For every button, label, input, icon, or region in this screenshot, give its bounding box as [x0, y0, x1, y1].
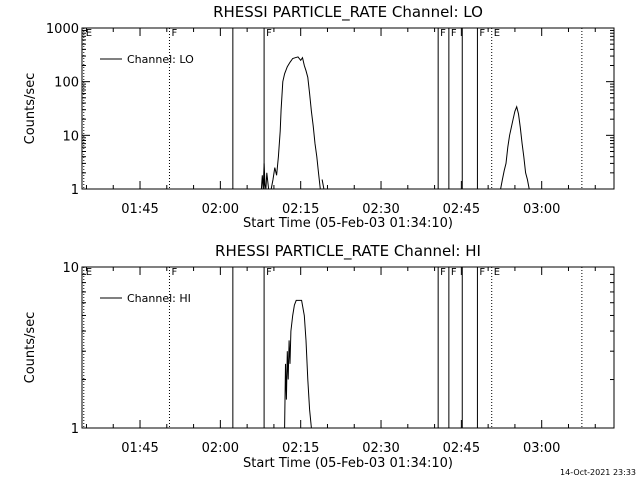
hi-flag-label: F: [440, 267, 446, 278]
lo-legend-label: Channel: LO: [127, 53, 194, 66]
lo-y-tick-label: 10: [62, 129, 79, 144]
lo-y-tick-label: 1000: [46, 22, 79, 37]
hi-x-tick-label: 03:00: [523, 441, 560, 456]
lo-x-tick-label: 02:00: [202, 202, 239, 217]
hi-x-tick-label: 01:45: [121, 441, 158, 456]
lo-x-tick-label: 02:45: [443, 202, 480, 217]
hi-legend-label: Channel: HI: [127, 292, 191, 305]
lo-flag-label: F: [440, 28, 446, 39]
lo-plot-frame: [81, 27, 615, 190]
lo-x-tick-label: 01:45: [121, 202, 158, 217]
lo-flag-label: F: [171, 28, 177, 39]
lo-series-line: [270, 56, 321, 190]
hi-flag-label: E: [86, 267, 92, 278]
lo-y-axis-label: Counts/sec: [23, 73, 38, 145]
footer-timestamp: 14-Oct-2021 23:33: [560, 468, 636, 477]
hi-y-tick-label: 1: [71, 422, 79, 437]
hi-x-axis-label: Start Time (05-Feb-03 01:34:10): [243, 456, 453, 471]
hi-y-tick-label: 10: [62, 261, 79, 276]
hi-flag-label: F: [451, 267, 457, 278]
hi-flag-label: F: [479, 267, 485, 278]
hi-x-tick-label: 02:45: [443, 441, 480, 456]
hi-chart-title: RHESSI PARTICLE_RATE Channel: HI: [215, 242, 481, 261]
lo-series-line: [260, 163, 270, 190]
hi-flag-label: F: [266, 267, 272, 278]
lo-x-tick-label: 02:30: [362, 202, 399, 217]
hi-x-tick-label: 02:15: [282, 441, 319, 456]
lo-flag-label: F: [479, 28, 485, 39]
hi-y-axis-label: Counts/sec: [23, 312, 38, 384]
lo-x-tick-label: 02:15: [282, 202, 319, 217]
lo-x-tick-label: 03:00: [523, 202, 560, 217]
lo-flag-label: F: [266, 28, 272, 39]
lo-flag-label: F: [451, 28, 457, 39]
lo-flag-label: E: [494, 28, 500, 39]
hi-flag-label: F: [171, 267, 177, 278]
lo-y-tick-label: 1: [71, 183, 79, 198]
hi-flag-label: E: [494, 267, 500, 278]
lo-x-axis-label: Start Time (05-Feb-03 01:34:10): [243, 216, 453, 231]
hi-x-tick-label: 02:00: [202, 441, 239, 456]
hi-series-line: [284, 299, 312, 429]
hi-plot-frame: [81, 266, 615, 429]
lo-chart-title: RHESSI PARTICLE_RATE Channel: LO: [213, 3, 483, 22]
lo-flag-label: E: [86, 28, 92, 39]
hi-x-tick-label: 02:30: [362, 441, 399, 456]
lo-y-tick-label: 100: [54, 76, 79, 91]
lo-series-line: [321, 179, 325, 190]
lo-series-line: [500, 105, 530, 190]
